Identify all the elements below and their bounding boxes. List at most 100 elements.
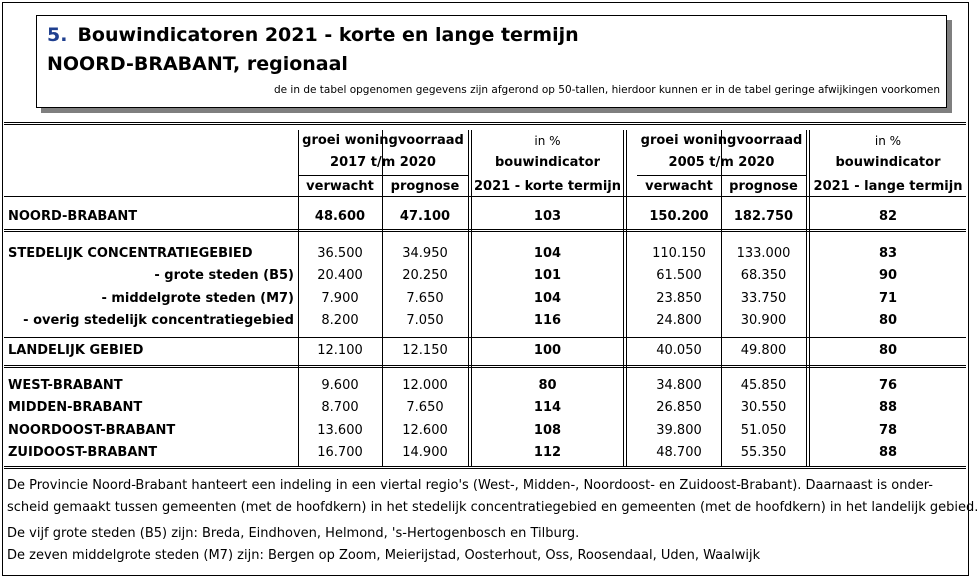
table-cell-i2: 76 xyxy=(878,378,898,393)
table-cell-i1: 104 xyxy=(533,246,562,261)
col-divider-double xyxy=(806,130,810,466)
table-cell-i2: 82 xyxy=(878,209,898,224)
table-cell-p2: 30.550 xyxy=(740,400,787,415)
table-cell-p1: 12.150 xyxy=(402,343,448,358)
table-cell-p1: 12.600 xyxy=(402,423,448,438)
row-label: - middelgrote steden (M7) xyxy=(101,291,294,306)
row-label: MIDDEN-BRABANT xyxy=(8,400,143,415)
table-cell-i1: 100 xyxy=(533,343,562,358)
table-cell-p1: 7.050 xyxy=(406,313,444,328)
footnote-line: De vijf grote steden (B5) zijn: Breda, E… xyxy=(7,526,580,541)
table-cell-i1: 116 xyxy=(533,313,562,328)
table-cell-p2: 68.350 xyxy=(740,268,787,283)
row-label: NOORDOOST-BRABANT xyxy=(8,423,176,438)
table-cell-i2: 80 xyxy=(878,313,898,328)
table-cell-v2: 24.800 xyxy=(656,313,702,328)
row-label: ZUIDOOST-BRABANT xyxy=(8,445,158,460)
table-cell-p1: 47.100 xyxy=(399,209,451,224)
table-cell-p1: 12.000 xyxy=(402,378,448,393)
table-cell-p1: 34.950 xyxy=(402,246,448,261)
table-cell-i1: 108 xyxy=(533,423,562,438)
header-ind1-c: 2021 - korte termijn xyxy=(474,179,621,194)
col-divider xyxy=(298,130,299,466)
table-cell-v2: 40.050 xyxy=(656,343,702,358)
table-cell-v1: 8.700 xyxy=(321,400,359,415)
table-cell-p2: 30.900 xyxy=(740,313,787,328)
title-box: 5. Bouwindicatoren 2021 - korte en lange … xyxy=(36,15,947,108)
row-divider xyxy=(4,337,966,338)
table-cell-i1: 104 xyxy=(533,291,562,306)
table-cell-i1: 80 xyxy=(538,378,557,393)
header-group2-verwacht: verwacht xyxy=(645,179,713,194)
col-divider-double xyxy=(468,130,472,466)
table-cell-v2: 150.200 xyxy=(649,209,709,224)
table-cell-i1: 101 xyxy=(533,268,562,283)
row-divider-double xyxy=(4,365,966,368)
table-cell-p1: 7.650 xyxy=(406,400,444,415)
rounding-note: de in de tabel opgenomen gegevens zijn a… xyxy=(273,84,940,96)
table-cell-i2: 88 xyxy=(878,400,898,415)
table-cell-i1: 112 xyxy=(533,445,562,460)
row-label: LANDELIJK GEBIED xyxy=(8,343,144,358)
table-cell-i1: 114 xyxy=(533,400,562,415)
header-ind1-b: bouwindicator xyxy=(494,155,600,170)
header-group1-a: groei woningvoorraad xyxy=(302,133,464,148)
row-label: - grote steden (B5) xyxy=(154,268,294,283)
table-cell-v1: 8.200 xyxy=(321,313,359,328)
table-cell-p2: 45.850 xyxy=(740,378,787,393)
table-cell-i2: 88 xyxy=(878,445,898,460)
title-number: 5. xyxy=(47,24,68,46)
table-cell-p2: 133.000 xyxy=(736,246,791,261)
page-title: 5. Bouwindicatoren 2021 - korte en lange … xyxy=(47,24,579,46)
table-cell-v1: 9.600 xyxy=(321,378,359,393)
footnote-line: scheid gemaakt tussen gemeenten (met de … xyxy=(7,500,977,515)
table-cell-p1: 14.900 xyxy=(402,445,448,460)
table-cell-i1: 103 xyxy=(533,209,562,224)
row-label: WEST-BRABANT xyxy=(8,378,123,393)
footnote-line: De Provincie Noord-Brabant hanteert een … xyxy=(7,478,933,493)
table-cell-v2: 61.500 xyxy=(656,268,702,283)
table-cell-v1: 48.600 xyxy=(314,209,366,224)
table-cell-v1: 36.500 xyxy=(317,246,363,261)
table-cell-p2: 51.050 xyxy=(740,423,787,438)
header-ind2-a: in % xyxy=(874,134,902,148)
table-cell-p2: 33.750 xyxy=(740,291,787,306)
row-divider xyxy=(4,196,966,197)
header-group1-prognose: prognose xyxy=(390,179,460,194)
header-group2-b: 2005 t/m 2020 xyxy=(668,155,775,170)
header-ind1-a: in % xyxy=(534,134,561,148)
row-label: - overig stedelijk concentratiegebied xyxy=(23,313,294,328)
row-label: NOORD-BRABANT xyxy=(8,209,138,224)
row-divider xyxy=(637,175,806,176)
table-cell-v2: 39.800 xyxy=(656,423,702,438)
table-cell-v2: 23.850 xyxy=(656,291,702,306)
table-cell-p1: 20.250 xyxy=(402,268,448,283)
table-cell-v2: 26.850 xyxy=(656,400,702,415)
title-text: Bouwindicatoren 2021 - korte en lange te… xyxy=(77,24,579,46)
table-cell-v2: 34.800 xyxy=(656,378,702,393)
table-cell-v2: 48.700 xyxy=(656,445,702,460)
table-cell-i2: 71 xyxy=(878,291,898,306)
table-cell-v2: 110.150 xyxy=(652,246,706,261)
table-cell-v1: 20.400 xyxy=(317,268,363,283)
header-ind2-b: bouwindicator xyxy=(835,155,941,170)
table-cell-i2: 90 xyxy=(878,268,898,283)
table-cell-i2: 78 xyxy=(878,423,898,438)
page-subtitle: NOORD-BRABANT, regionaal xyxy=(47,53,348,75)
col-divider xyxy=(721,130,722,466)
header-ind2-c: 2021 - lange termijn xyxy=(813,179,963,194)
table-cell-i2: 83 xyxy=(878,246,898,261)
table-cell-p2: 55.350 xyxy=(740,445,787,460)
table-cell-v1: 16.700 xyxy=(317,445,363,460)
table-cell-v1: 13.600 xyxy=(317,423,363,438)
header-group1-verwacht: verwacht xyxy=(306,179,374,194)
table-cell-p2: 182.750 xyxy=(733,209,794,224)
col-divider-double xyxy=(623,130,627,466)
header-group2-a: groei woningvoorraad xyxy=(640,133,803,148)
table-cell-i2: 80 xyxy=(878,343,898,358)
header-group2-prognose: prognose xyxy=(729,179,798,194)
row-label: STEDELIJK CONCENTRATIEGEBIED xyxy=(8,246,253,261)
table-cell-v1: 7.900 xyxy=(321,291,359,306)
footnote-line: De zeven middelgrote steden (M7) zijn: B… xyxy=(7,548,761,563)
header-group1-b: 2017 t/m 2020 xyxy=(330,155,436,170)
